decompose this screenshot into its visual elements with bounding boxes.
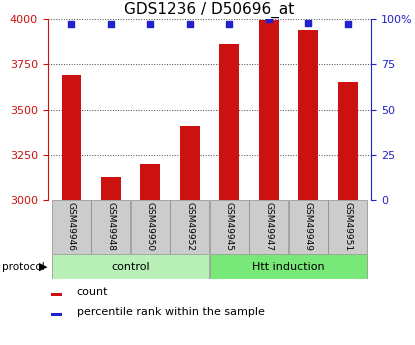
Text: GSM49946: GSM49946 xyxy=(67,202,76,252)
Bar xyxy=(52,254,210,279)
Point xyxy=(344,22,351,27)
Text: control: control xyxy=(111,262,150,272)
Text: Htt induction: Htt induction xyxy=(252,262,325,272)
Text: GSM49949: GSM49949 xyxy=(304,202,313,252)
Text: GSM49950: GSM49950 xyxy=(146,202,155,252)
Bar xyxy=(210,254,367,279)
Bar xyxy=(220,44,239,200)
Text: count: count xyxy=(77,287,108,297)
Bar xyxy=(101,177,121,200)
Text: ▶: ▶ xyxy=(39,262,48,272)
Bar xyxy=(249,200,288,254)
Bar xyxy=(51,293,62,296)
Bar xyxy=(259,20,278,200)
Bar xyxy=(91,200,130,254)
Point xyxy=(68,22,75,27)
Bar xyxy=(141,164,160,200)
Text: GSM49947: GSM49947 xyxy=(264,202,273,252)
Title: GDS1236 / D50696_at: GDS1236 / D50696_at xyxy=(124,1,295,18)
Bar xyxy=(170,200,210,254)
Bar xyxy=(51,313,62,316)
Bar xyxy=(61,75,81,200)
Bar xyxy=(52,200,91,254)
Text: GSM49952: GSM49952 xyxy=(186,202,194,252)
Text: GSM49951: GSM49951 xyxy=(343,202,352,252)
Point xyxy=(107,22,114,27)
Bar xyxy=(180,126,200,200)
Point xyxy=(186,22,193,27)
Point xyxy=(266,16,272,22)
Bar xyxy=(289,200,328,254)
Bar xyxy=(131,200,170,254)
Bar xyxy=(298,30,318,200)
Bar xyxy=(210,200,249,254)
Point xyxy=(226,22,233,27)
Text: percentile rank within the sample: percentile rank within the sample xyxy=(77,307,265,317)
Point xyxy=(147,22,154,27)
Point xyxy=(305,20,312,25)
Bar xyxy=(338,82,358,200)
Bar xyxy=(328,200,367,254)
Text: GSM49945: GSM49945 xyxy=(225,202,234,252)
Text: GSM49948: GSM49948 xyxy=(106,202,115,252)
Text: protocol: protocol xyxy=(2,262,45,272)
